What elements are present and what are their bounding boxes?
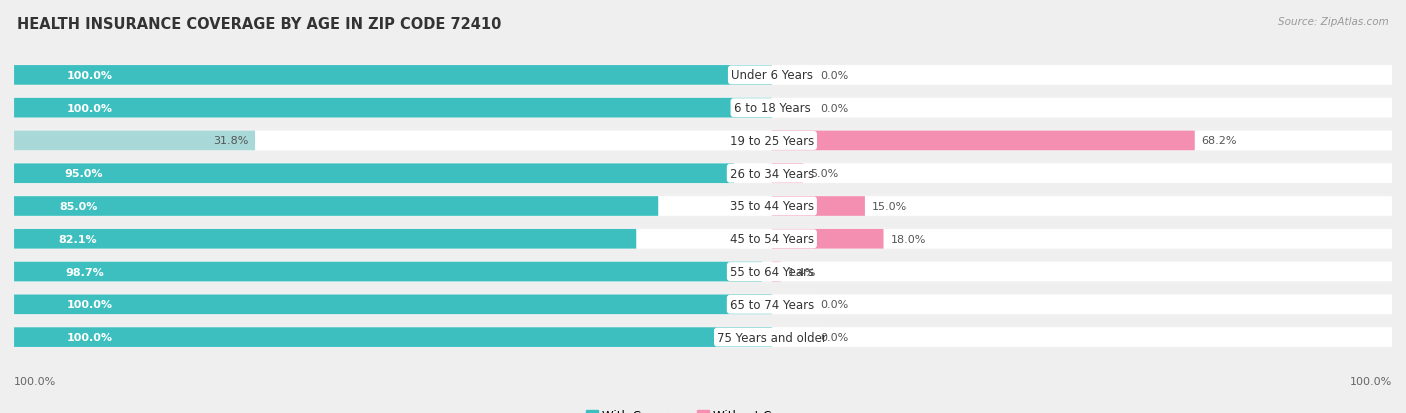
FancyBboxPatch shape (14, 131, 254, 151)
FancyBboxPatch shape (772, 197, 1392, 216)
FancyBboxPatch shape (14, 328, 772, 347)
Text: 18.0%: 18.0% (890, 234, 925, 244)
Text: 0.0%: 0.0% (820, 71, 848, 81)
FancyBboxPatch shape (14, 66, 772, 85)
Text: 65 to 74 Years: 65 to 74 Years (730, 298, 814, 311)
FancyBboxPatch shape (14, 262, 762, 282)
Text: HEALTH INSURANCE COVERAGE BY AGE IN ZIP CODE 72410: HEALTH INSURANCE COVERAGE BY AGE IN ZIP … (17, 17, 502, 31)
Text: 35 to 44 Years: 35 to 44 Years (730, 200, 814, 213)
Text: 100.0%: 100.0% (66, 299, 112, 310)
FancyBboxPatch shape (14, 164, 734, 184)
Text: 75 Years and older: 75 Years and older (717, 331, 827, 344)
Text: Under 6 Years: Under 6 Years (731, 69, 813, 82)
Text: 55 to 64 Years: 55 to 64 Years (730, 266, 814, 278)
Text: 0.0%: 0.0% (820, 103, 848, 114)
FancyBboxPatch shape (14, 259, 1392, 284)
FancyBboxPatch shape (14, 325, 1392, 350)
FancyBboxPatch shape (14, 99, 772, 118)
Text: 0.0%: 0.0% (820, 299, 848, 310)
Text: 68.2%: 68.2% (1202, 136, 1237, 146)
FancyBboxPatch shape (772, 295, 1392, 314)
Text: 5.0%: 5.0% (810, 169, 838, 179)
Text: 1.4%: 1.4% (787, 267, 815, 277)
FancyBboxPatch shape (14, 229, 637, 249)
FancyBboxPatch shape (772, 229, 883, 249)
FancyBboxPatch shape (772, 131, 1195, 151)
Text: 95.0%: 95.0% (65, 169, 103, 179)
FancyBboxPatch shape (772, 66, 1392, 85)
Legend: With Coverage, Without Coverage: With Coverage, Without Coverage (581, 404, 825, 413)
Text: 31.8%: 31.8% (212, 136, 249, 146)
FancyBboxPatch shape (14, 131, 772, 151)
FancyBboxPatch shape (14, 229, 772, 249)
Text: 82.1%: 82.1% (58, 234, 97, 244)
Text: 100.0%: 100.0% (14, 377, 56, 387)
FancyBboxPatch shape (772, 328, 1392, 347)
Text: Source: ZipAtlas.com: Source: ZipAtlas.com (1278, 17, 1389, 26)
FancyBboxPatch shape (14, 197, 772, 216)
FancyBboxPatch shape (14, 66, 772, 85)
FancyBboxPatch shape (772, 229, 1392, 249)
FancyBboxPatch shape (14, 295, 772, 314)
FancyBboxPatch shape (14, 194, 1392, 219)
FancyBboxPatch shape (14, 295, 772, 314)
Text: 98.7%: 98.7% (66, 267, 104, 277)
Text: 85.0%: 85.0% (59, 202, 98, 211)
FancyBboxPatch shape (14, 161, 1392, 186)
FancyBboxPatch shape (14, 328, 772, 347)
FancyBboxPatch shape (772, 164, 1392, 184)
FancyBboxPatch shape (14, 292, 1392, 317)
FancyBboxPatch shape (14, 164, 772, 184)
Text: 6 to 18 Years: 6 to 18 Years (734, 102, 810, 115)
Text: 100.0%: 100.0% (66, 332, 112, 342)
FancyBboxPatch shape (14, 129, 1392, 154)
FancyBboxPatch shape (14, 99, 772, 118)
Text: 0.0%: 0.0% (820, 332, 848, 342)
FancyBboxPatch shape (14, 197, 658, 216)
FancyBboxPatch shape (772, 197, 865, 216)
FancyBboxPatch shape (14, 63, 1392, 88)
Text: 100.0%: 100.0% (1350, 377, 1392, 387)
FancyBboxPatch shape (14, 96, 1392, 121)
Text: 15.0%: 15.0% (872, 202, 907, 211)
FancyBboxPatch shape (14, 262, 772, 282)
Text: 100.0%: 100.0% (66, 71, 112, 81)
Text: 19 to 25 Years: 19 to 25 Years (730, 135, 814, 147)
FancyBboxPatch shape (772, 262, 1392, 282)
FancyBboxPatch shape (772, 131, 1392, 151)
Text: 45 to 54 Years: 45 to 54 Years (730, 233, 814, 246)
FancyBboxPatch shape (772, 164, 803, 184)
FancyBboxPatch shape (772, 262, 780, 282)
Text: 100.0%: 100.0% (66, 103, 112, 114)
Text: 26 to 34 Years: 26 to 34 Years (730, 167, 814, 180)
FancyBboxPatch shape (14, 227, 1392, 252)
FancyBboxPatch shape (772, 99, 1392, 118)
